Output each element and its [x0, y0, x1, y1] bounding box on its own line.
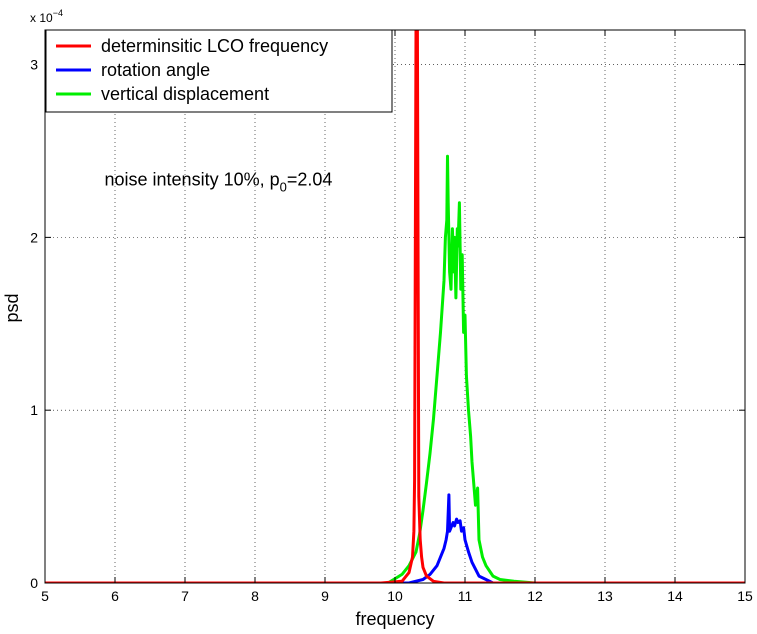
x-tick-label: 5 [41, 588, 49, 604]
annotation-prefix: noise intensity 10%, p [105, 170, 280, 190]
x-tick-label: 15 [737, 588, 753, 604]
grid-lines [45, 30, 745, 583]
x-tick-label: 12 [527, 588, 543, 604]
x-tick-label: 9 [321, 588, 329, 604]
legend: determinsitic LCO frequency rotation angl… [45, 29, 393, 113]
x-tick-label: 10 [387, 588, 403, 604]
y-tick-label: 3 [30, 57, 38, 73]
noise-intensity-annotation: noise intensity 10%, p0=2.04 [105, 170, 333, 195]
y-axis-label: psd [2, 293, 22, 322]
x-tick-label: 14 [667, 588, 683, 604]
y-tick-label: 1 [30, 402, 38, 418]
legend-box [45, 29, 393, 113]
x-tick-label: 6 [111, 588, 119, 604]
y-axis-multiplier: x 10−4 [30, 8, 63, 25]
y-multiplier-base: x 10 [30, 11, 53, 25]
x-tick-label: 8 [251, 588, 259, 604]
x-axis-label: frequency [355, 609, 434, 629]
x-tick-label: 7 [181, 588, 189, 604]
legend-label: vertical displacement [101, 84, 269, 104]
series-line-rotation-angle [45, 493, 745, 583]
annotation-suffix: =2.04 [287, 170, 333, 190]
legend-label: determinsitic LCO frequency [101, 36, 328, 56]
y-tick-label: 2 [30, 229, 38, 245]
y-tick-label: 0 [30, 575, 38, 591]
data-series [45, 30, 745, 583]
annotation-subscript: 0 [280, 180, 287, 195]
y-multiplier-exponent: −4 [53, 8, 63, 18]
legend-label: rotation angle [101, 60, 210, 80]
x-tick-label: 13 [597, 588, 613, 604]
series-line-determinsitic-lco-frequency [45, 30, 745, 583]
x-tick-label: 11 [458, 588, 473, 604]
series-line-vertical-displacement [45, 154, 745, 583]
